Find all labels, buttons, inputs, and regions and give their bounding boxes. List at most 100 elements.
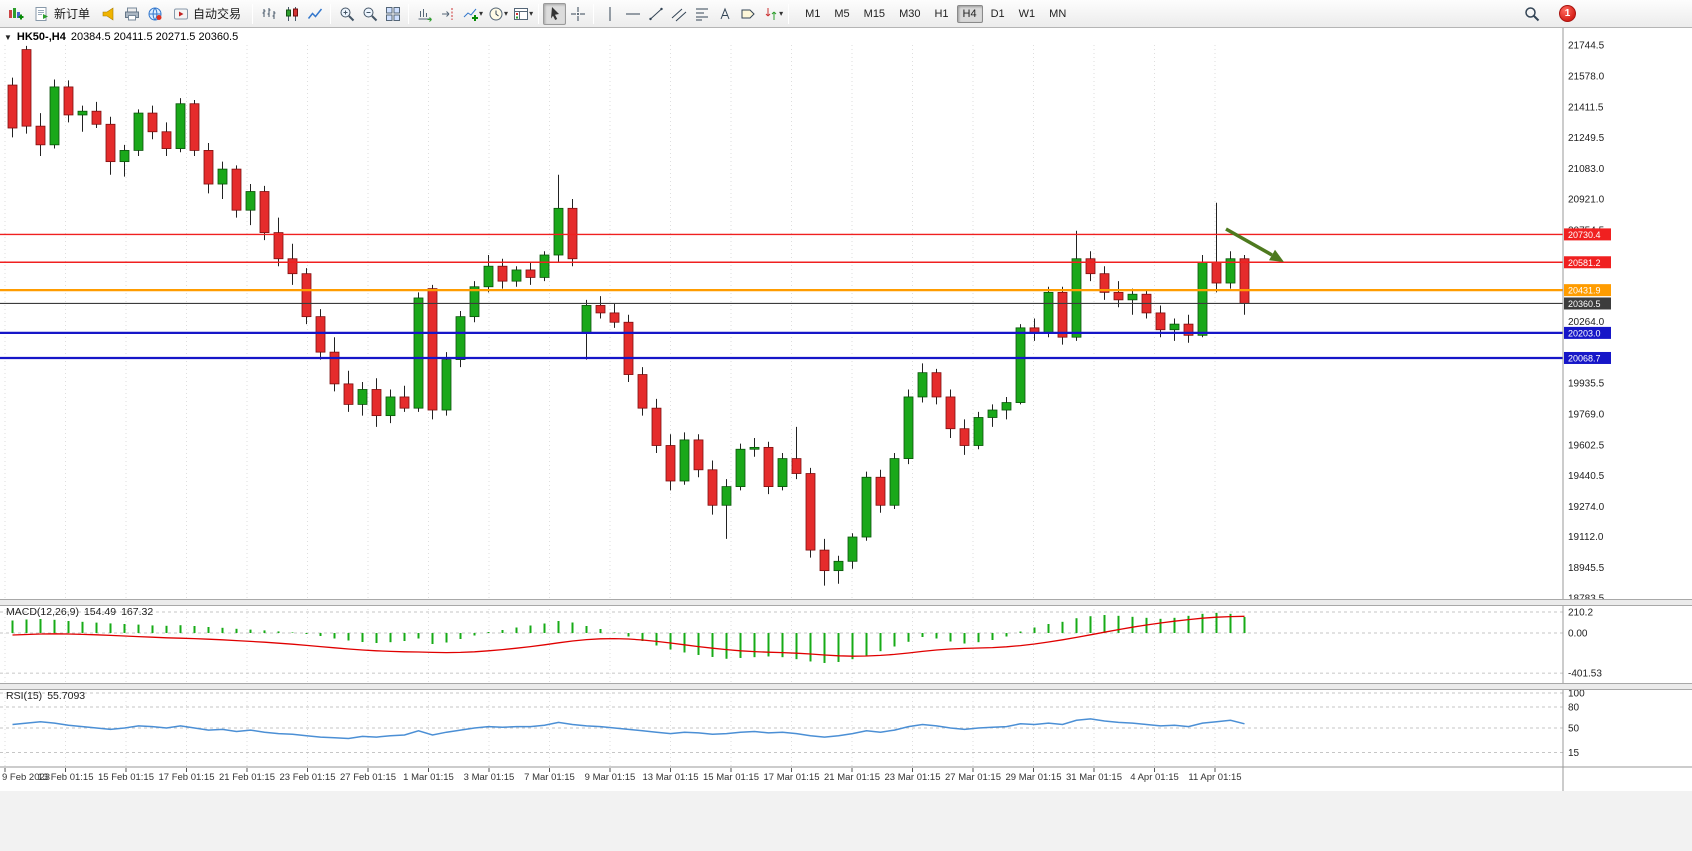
fibonacci-icon: [695, 8, 708, 20]
tile-windows-button[interactable]: [381, 3, 404, 25]
x-axis-label: 9 Mar 01:15: [585, 772, 636, 783]
zoom-out-button[interactable]: [358, 3, 381, 25]
indicators-icon: [463, 8, 478, 21]
x-axis-label: 23 Mar 01:15: [885, 772, 941, 783]
candlestick-chart-button[interactable]: [280, 3, 303, 25]
candle-body: [133, 112, 144, 151]
timeframe-button-h4[interactable]: H4: [956, 4, 983, 23]
candle-body: [105, 123, 116, 163]
notifications-badge[interactable]: 1: [1559, 5, 1576, 22]
trendline-button[interactable]: [644, 3, 667, 25]
timeframe-button-d1[interactable]: D1: [990, 7, 1005, 20]
text-icon: [720, 7, 730, 19]
candle-body: [1211, 262, 1222, 284]
y-axis-label: 19112.0: [1568, 532, 1604, 543]
cursor-button[interactable]: [543, 2, 567, 25]
autotrading-button[interactable]: 自动交易: [166, 3, 248, 25]
x-axis-label: 17 Mar 01:15: [764, 772, 820, 783]
y-axis-label: 20921.0: [1568, 194, 1605, 205]
timeframe-button-mn[interactable]: MN: [1049, 7, 1067, 20]
price-tag: [1564, 228, 1611, 241]
toolbar-separator: [788, 3, 790, 24]
fibonacci-button[interactable]: [690, 3, 713, 25]
timeframe-button-m30[interactable]: M30: [899, 7, 921, 20]
chart-shift-button[interactable]: [436, 3, 459, 25]
toolbar-right-group: 1: [1520, 3, 1576, 25]
templates-dropdown-caret[interactable]: ▾: [529, 9, 534, 18]
rsi-axis-label: 50: [1568, 724, 1580, 735]
chart-surface[interactable]: [0, 28, 1692, 791]
new-order-icon: [35, 6, 48, 21]
cursor-icon: [550, 6, 559, 20]
rsi-axis-label: 15: [1568, 748, 1580, 759]
channel-button[interactable]: [667, 3, 690, 25]
periods-dropdown-caret[interactable]: ▾: [504, 9, 509, 18]
horizontal-line-button[interactable]: [621, 3, 644, 25]
candle-body: [273, 232, 284, 260]
zoom-in-button[interactable]: [335, 3, 358, 25]
trendline-icon: [648, 7, 663, 20]
price-tag: [1564, 256, 1611, 269]
mql5-horn-icon: [102, 6, 113, 21]
y-axis-label: 21744.5: [1568, 41, 1605, 52]
text-label-button[interactable]: [736, 3, 759, 25]
one-click-trading-toggle[interactable]: ▼: [4, 32, 12, 42]
candle-body: [763, 446, 774, 487]
candle-body: [231, 168, 242, 211]
candle-body: [525, 269, 536, 278]
timeframe-button-m15[interactable]: M15: [863, 7, 886, 20]
candle-body: [1043, 291, 1054, 334]
arrows-button[interactable]: [759, 3, 782, 25]
bar-chart-button[interactable]: [257, 3, 280, 25]
line-chart-button[interactable]: [303, 3, 326, 25]
candle-body: [21, 49, 32, 127]
arrow-annotation-head[interactable]: [1269, 249, 1284, 262]
templates-button[interactable]: [509, 3, 532, 25]
candle-body: [651, 407, 662, 446]
print-button[interactable]: [120, 3, 143, 25]
community-button[interactable]: [143, 3, 166, 25]
arrow-annotation[interactable]: [1225, 227, 1273, 257]
price-tag-label: 20203.0: [1568, 328, 1601, 338]
chart-ohlc-label: 20384.5 20411.5 20271.5 20360.5: [70, 31, 239, 43]
zoom-out-icon: [363, 7, 377, 21]
timeframe-button-w1[interactable]: W1: [1018, 7, 1036, 20]
candle-body: [833, 560, 844, 572]
x-axis-label: 17 Feb 01:15: [159, 772, 215, 783]
x-axis-label: 15 Mar 01:15: [703, 772, 759, 783]
line-chart-icon: [307, 8, 322, 19]
candle-body: [567, 207, 578, 260]
timeframe-button-m5[interactable]: M5: [834, 7, 850, 20]
timeframe-button-h1[interactable]: H1: [934, 7, 949, 20]
vertical-line-button[interactable]: [598, 3, 621, 25]
panel-separator-macd[interactable]: [0, 599, 1692, 606]
candle-body: [1015, 327, 1026, 403]
price-tag-label: 20360.5: [1568, 299, 1601, 309]
auto-scroll-button[interactable]: [413, 3, 436, 25]
rsi-axis-label: 80: [1568, 703, 1580, 714]
candle-body: [539, 254, 550, 278]
new-order-button[interactable]: 新订单: [27, 3, 97, 25]
indicators-dropdown-caret[interactable]: ▾: [479, 9, 484, 18]
macd-signal-line: [12, 615, 1245, 657]
arrows-dropdown-caret[interactable]: ▾: [779, 9, 784, 18]
candle-body: [1183, 323, 1194, 336]
panel-separator-rsi[interactable]: [0, 683, 1692, 690]
mql5-button[interactable]: [97, 3, 120, 25]
candle-body: [875, 476, 886, 506]
candle-body: [49, 86, 60, 146]
crosshair-button[interactable]: [566, 3, 589, 25]
text-button[interactable]: [713, 3, 736, 25]
indicators-button[interactable]: [459, 3, 482, 25]
candle-body: [147, 112, 158, 133]
vertical-line-icon: [609, 6, 611, 21]
timeframe-button-m1[interactable]: M1: [805, 7, 821, 20]
periods-button[interactable]: [484, 3, 507, 25]
new-chart-button[interactable]: [4, 3, 27, 25]
search-button[interactable]: [1520, 3, 1543, 25]
macd-axis-label: -401.53: [1568, 669, 1602, 680]
candle-body: [455, 316, 466, 360]
arrows-icon: [765, 7, 776, 20]
